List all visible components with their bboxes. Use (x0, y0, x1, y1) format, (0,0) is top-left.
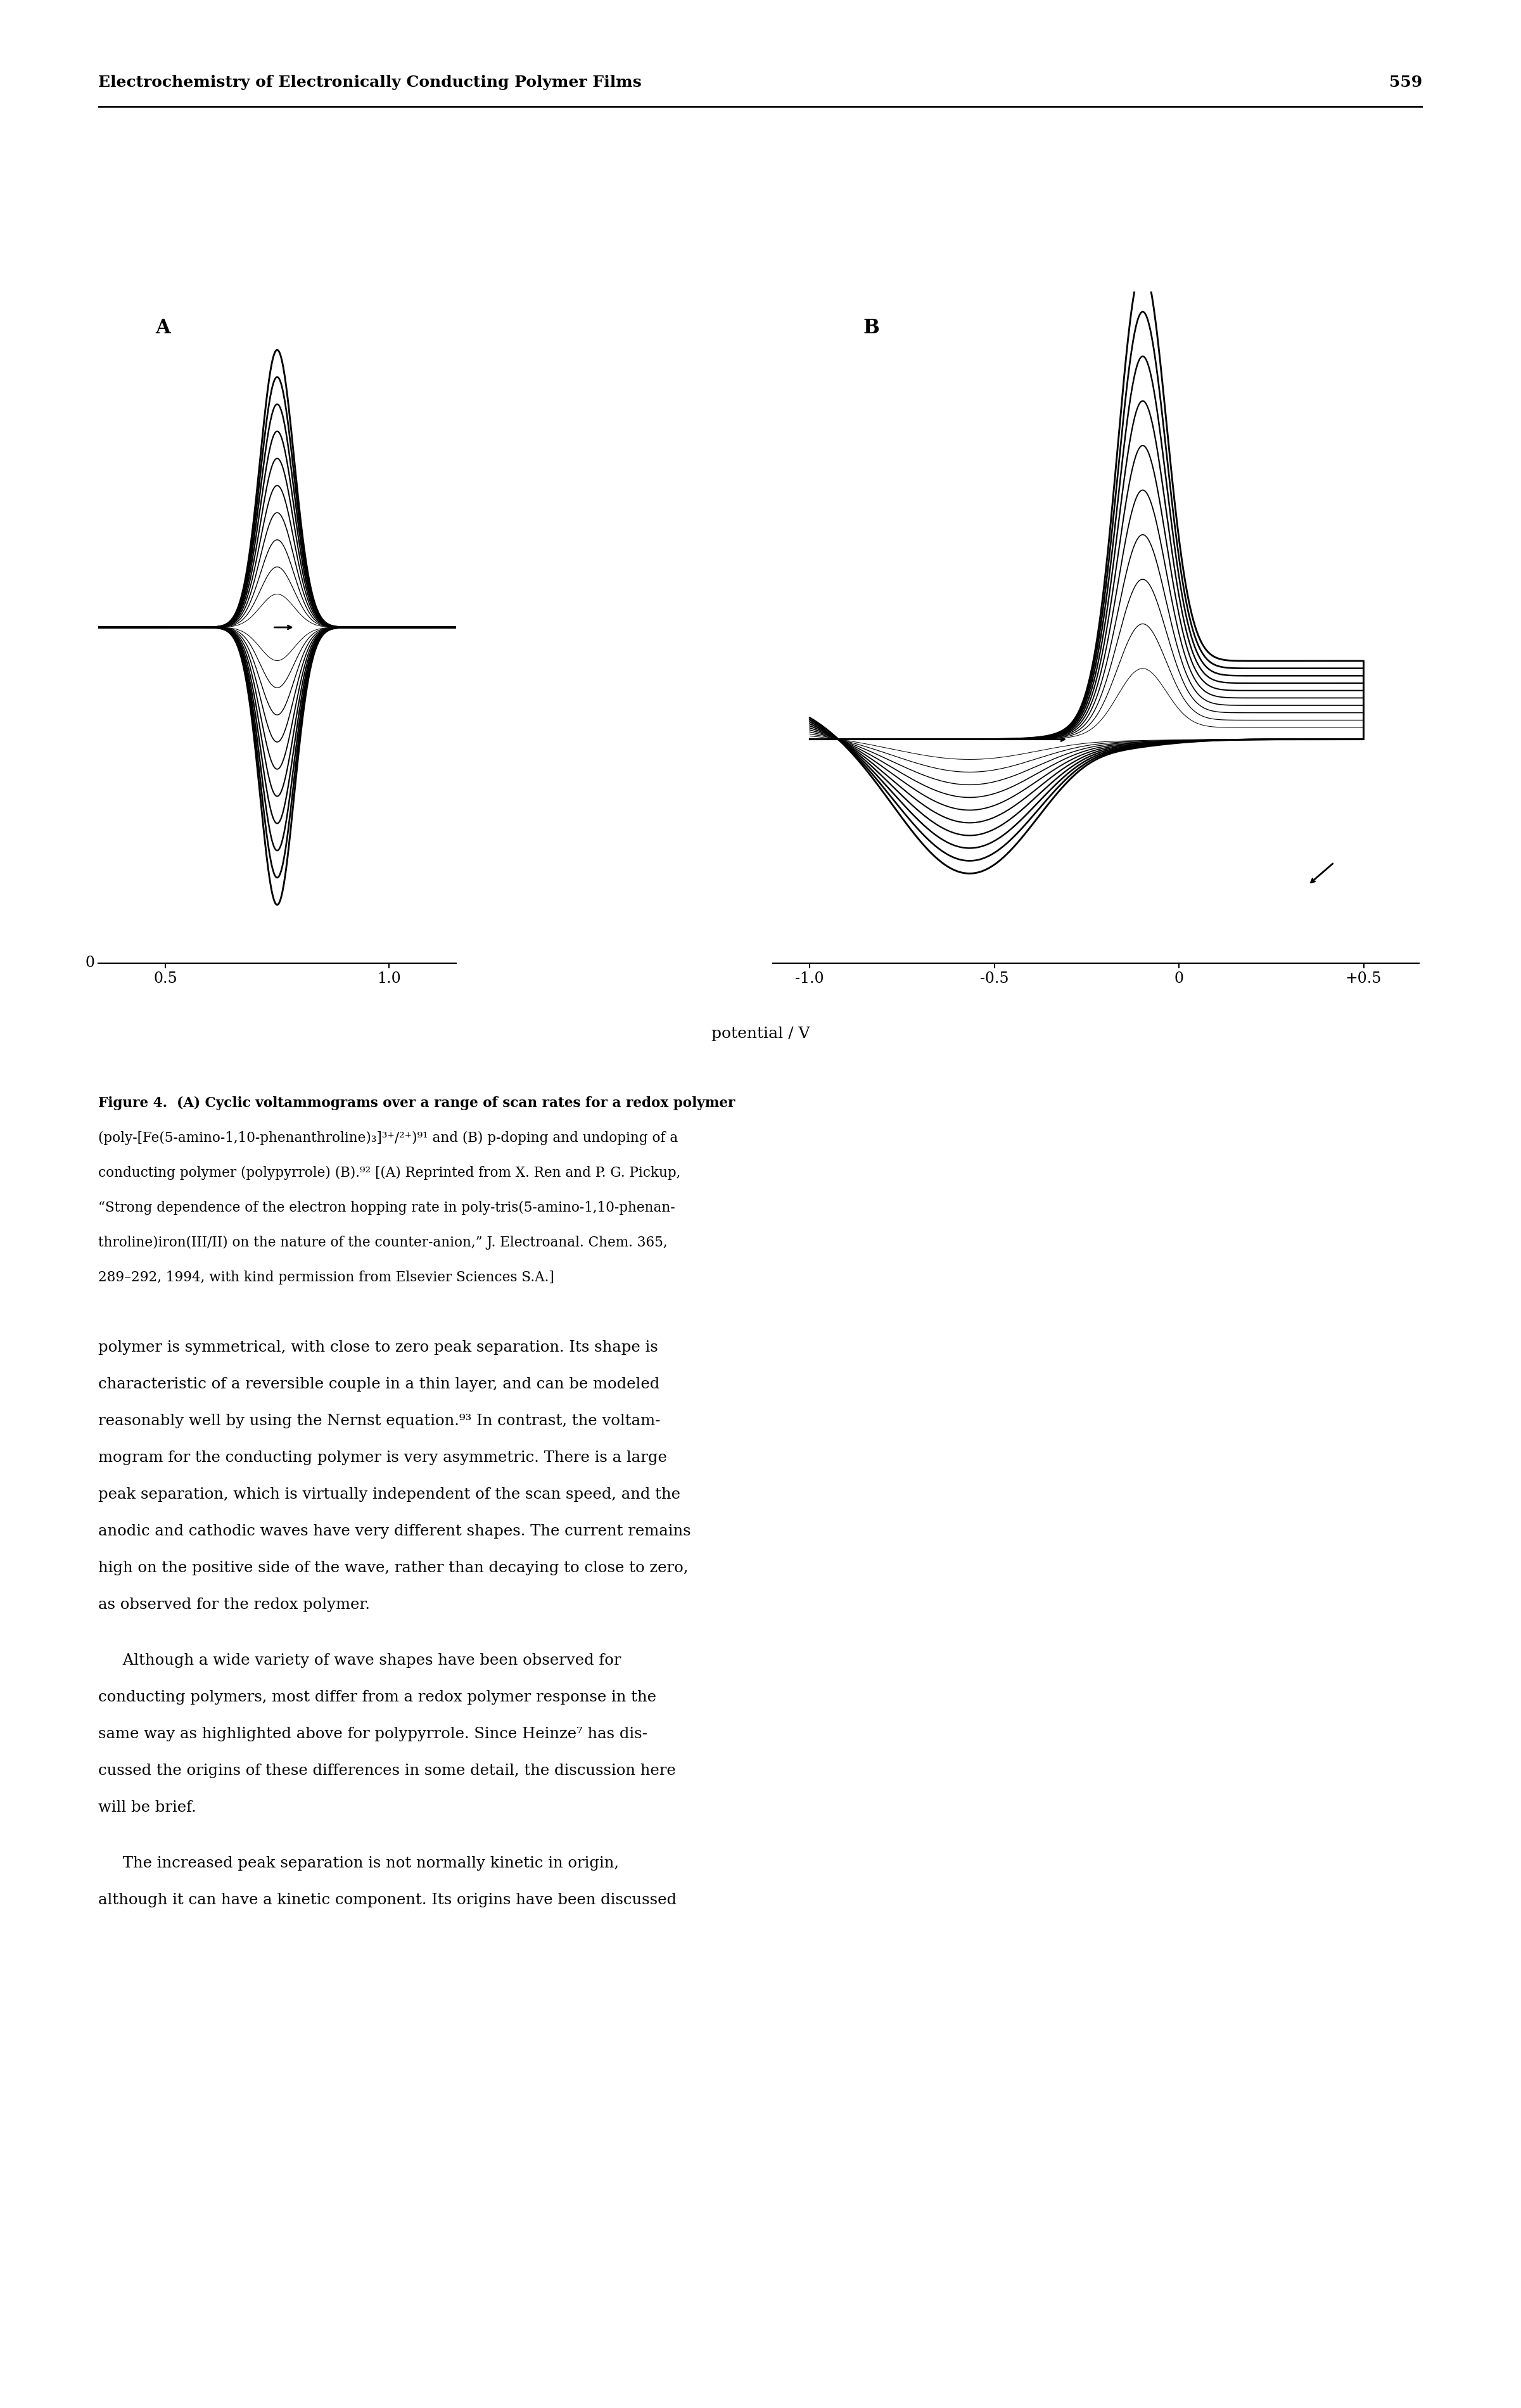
Text: 559: 559 (1389, 75, 1422, 89)
Text: Figure 4.  (A) Cyclic voltammograms over a range of scan rates for a redox polym: Figure 4. (A) Cyclic voltammograms over … (99, 1096, 735, 1110)
Text: The increased peak separation is not normally kinetic in origin,: The increased peak separation is not nor… (99, 1857, 619, 1871)
Text: will be brief.: will be brief. (99, 1801, 196, 1816)
Text: high on the positive side of the wave, rather than decaying to close to zero,: high on the positive side of the wave, r… (99, 1560, 687, 1575)
Text: Electrochemistry of Electronically Conducting Polymer Films: Electrochemistry of Electronically Condu… (99, 75, 642, 89)
Text: (poly-[Fe(5-amino-1,10-phenanthroline)₃]³⁺/²⁺)⁹¹ and (B) p-doping and undoping o: (poly-[Fe(5-amino-1,10-phenanthroline)₃]… (99, 1132, 678, 1146)
Text: mogram for the conducting polymer is very asymmetric. There is a large: mogram for the conducting polymer is ver… (99, 1450, 668, 1464)
Text: although it can have a kinetic component. Its origins have been discussed: although it can have a kinetic component… (99, 1893, 677, 1907)
Text: conducting polymers, most differ from a redox polymer response in the: conducting polymers, most differ from a … (99, 1690, 656, 1705)
Text: “Strong dependence of the electron hopping rate in poly-tris(5-amino-1,10-phenan: “Strong dependence of the electron hoppi… (99, 1202, 675, 1214)
Text: 289–292, 1994, with kind permission from Elsevier Sciences S.A.]: 289–292, 1994, with kind permission from… (99, 1271, 554, 1283)
Text: 0: 0 (85, 956, 94, 970)
Text: same way as highlighted above for polypyrrole. Since Heinze⁷ has dis-: same way as highlighted above for polypy… (99, 1727, 648, 1741)
Text: cussed the origins of these differences in some detail, the discussion here: cussed the origins of these differences … (99, 1763, 675, 1777)
Text: throline)iron(III/II) on the nature of the counter-anion,” J. Electroanal. Chem.: throline)iron(III/II) on the nature of t… (99, 1235, 668, 1250)
Text: anodic and cathodic waves have very different shapes. The current remains: anodic and cathodic waves have very diff… (99, 1524, 691, 1539)
Text: as observed for the redox polymer.: as observed for the redox polymer. (99, 1597, 370, 1611)
Text: A: A (155, 318, 170, 337)
Text: conducting polymer (polypyrrole) (B).⁹² [(A) Reprinted from X. Ren and P. G. Pic: conducting polymer (polypyrrole) (B).⁹² … (99, 1165, 680, 1180)
Text: reasonably well by using the Nernst equation.⁹³ In contrast, the voltam-: reasonably well by using the Nernst equa… (99, 1413, 660, 1428)
Text: characteristic of a reversible couple in a thin layer, and can be modeled: characteristic of a reversible couple in… (99, 1377, 660, 1392)
Text: potential / V: potential / V (712, 1026, 809, 1040)
Text: polymer is symmetrical, with close to zero peak separation. Its shape is: polymer is symmetrical, with close to ze… (99, 1341, 659, 1356)
Text: peak separation, which is virtually independent of the scan speed, and the: peak separation, which is virtually inde… (99, 1488, 680, 1503)
Text: B: B (864, 318, 879, 337)
Text: Although a wide variety of wave shapes have been observed for: Although a wide variety of wave shapes h… (99, 1654, 621, 1669)
